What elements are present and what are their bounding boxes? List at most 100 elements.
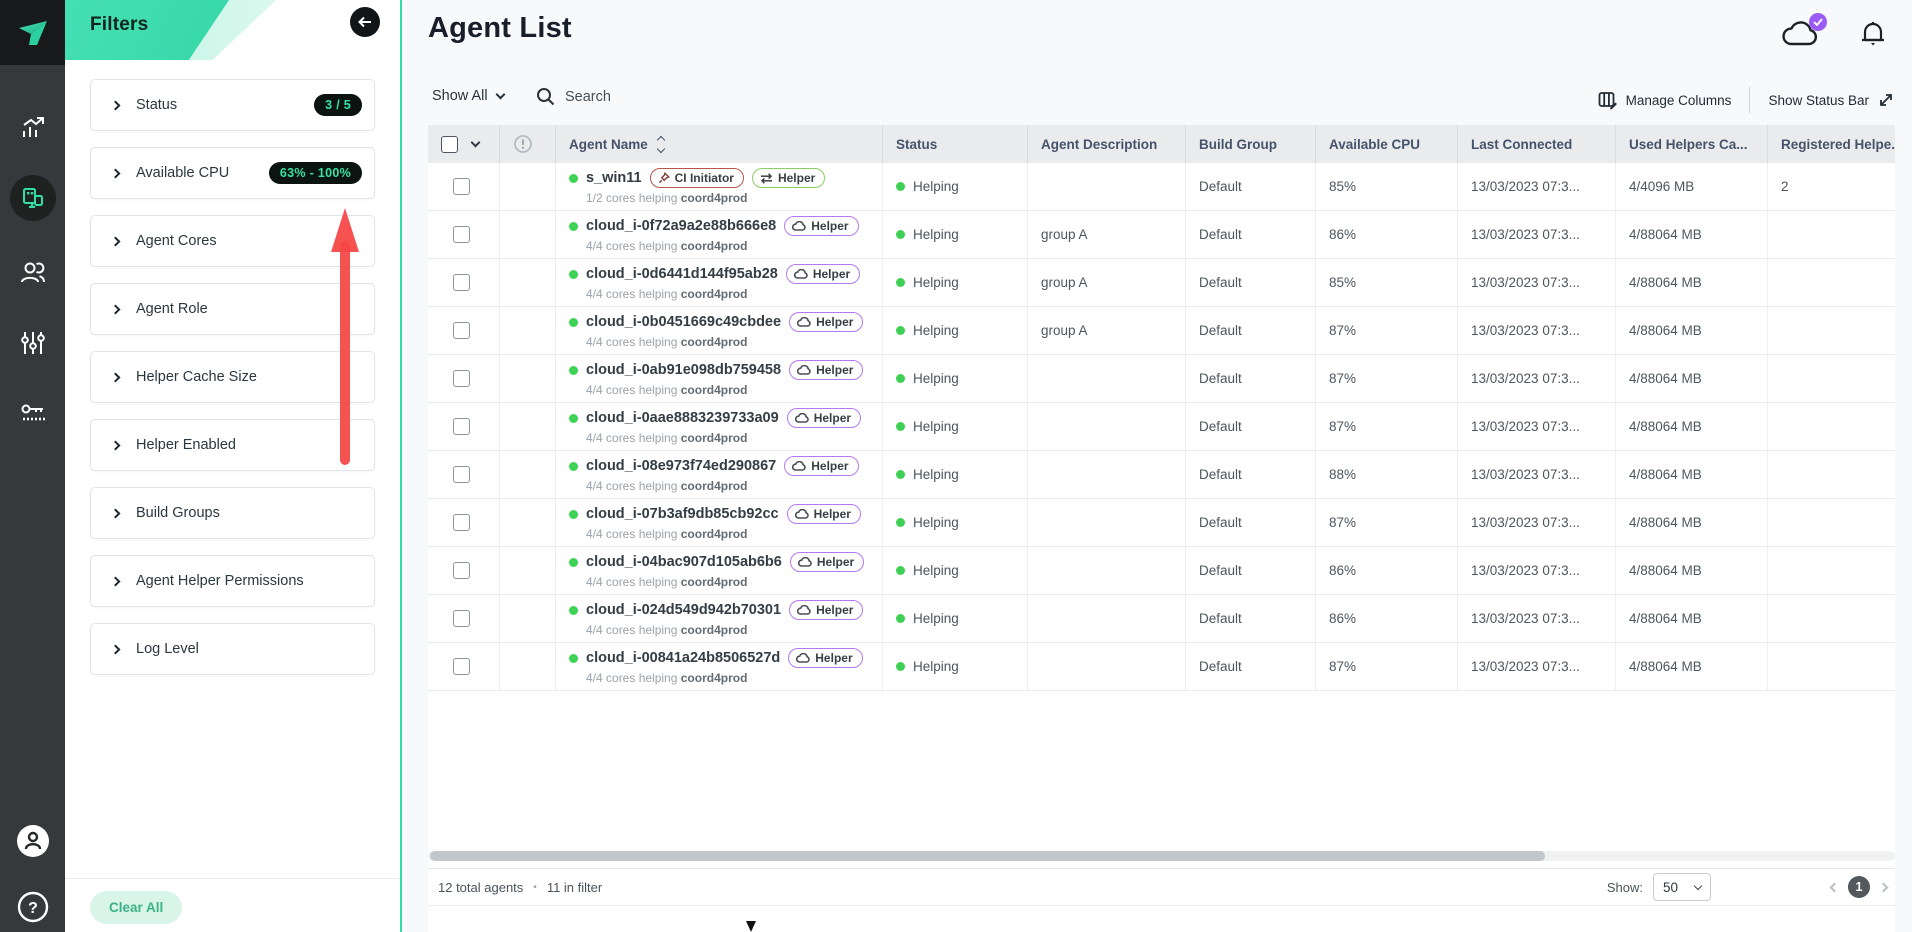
row-checkbox[interactable] xyxy=(453,562,470,579)
badge-label: Helper xyxy=(815,651,853,665)
status-label: Helping xyxy=(913,467,959,482)
cloud-icon xyxy=(794,509,809,519)
cloud-icon xyxy=(796,653,811,663)
badge-helper: Helper xyxy=(785,264,861,284)
sidebar-item-agents[interactable] xyxy=(0,175,65,221)
filter-item-build-groups[interactable]: Build Groups xyxy=(90,487,375,539)
cell-last-connected: 13/03/2023 07:3... xyxy=(1458,163,1616,210)
agent-subtext: 4/4 cores helping coord4prod xyxy=(569,479,747,493)
row-checkbox[interactable] xyxy=(453,610,470,627)
row-checkbox[interactable] xyxy=(453,178,470,195)
cell-select xyxy=(428,403,500,450)
sort-toggle[interactable] xyxy=(656,135,666,153)
svg-text:?: ? xyxy=(28,900,38,917)
table-row: cloud_i-0f72a9a2e88b666e8 Helper 4/4 cores… xyxy=(428,211,1895,259)
sidebar-item-help[interactable]: ? xyxy=(0,884,65,930)
agent-name-text: cloud_i-0d6441d144f95ab28 xyxy=(586,266,778,282)
cell-registered-helpers xyxy=(1768,403,1895,450)
cell-description xyxy=(1028,547,1186,594)
cell-alert xyxy=(500,259,556,306)
agent-subtext: 1/2 cores helping coord4prod xyxy=(569,191,747,205)
cell-last-connected: 13/03/2023 07:3... xyxy=(1458,547,1616,594)
badge-helper: Helper xyxy=(786,408,862,428)
sidebar-item-api-keys[interactable] xyxy=(0,390,65,436)
chevron-right-icon xyxy=(110,372,121,382)
selection-menu-chevron-icon[interactable] xyxy=(470,137,481,148)
table-row: cloud_i-0ab91e098db759458 Helper 4/4 cores… xyxy=(428,355,1895,403)
coordinator-name: coord4prod xyxy=(680,671,748,685)
filter-item-helper-enabled[interactable]: Helper Enabled xyxy=(90,419,375,471)
page-size-select[interactable]: 50 xyxy=(1653,873,1711,901)
chevron-right-icon xyxy=(110,440,121,450)
cell-available-cpu: 85% xyxy=(1316,259,1458,306)
cloud-status-button[interactable] xyxy=(1782,13,1827,53)
clear-all-button[interactable]: Clear All xyxy=(90,891,183,924)
cell-used-helpers: 4/88064 MB xyxy=(1616,307,1768,354)
manage-columns-button[interactable]: Manage Columns xyxy=(1598,91,1731,110)
row-checkbox[interactable] xyxy=(453,322,470,339)
filters-header: Filters xyxy=(65,0,400,60)
chevron-right-icon xyxy=(110,100,121,110)
cores-text: 4/4 cores helping xyxy=(586,575,681,589)
table-row: cloud_i-04bac907d105ab6b6 Helper 4/4 cores… xyxy=(428,547,1895,595)
row-checkbox[interactable] xyxy=(453,370,470,387)
cell-build-group: Default xyxy=(1186,595,1316,642)
main-content: Agent List Show All xyxy=(402,0,1912,932)
cell-used-helpers: 4/88064 MB xyxy=(1616,403,1768,450)
filter-item-agent-cores[interactable]: Agent Cores xyxy=(90,215,375,267)
next-page-button[interactable] xyxy=(1878,882,1889,892)
sidebar-item-analytics[interactable] xyxy=(0,105,65,151)
status-label: Helping xyxy=(913,227,959,242)
select-all-checkbox[interactable] xyxy=(441,135,458,153)
show-status-bar-button[interactable]: Show Status Bar xyxy=(1768,91,1895,109)
cell-used-helpers: 4/88064 MB xyxy=(1616,643,1768,690)
scrollbar-thumb[interactable] xyxy=(430,851,1545,861)
filter-item-helper-cache-size[interactable]: Helper Cache Size xyxy=(90,351,375,403)
status-dot-icon xyxy=(896,422,905,431)
row-checkbox[interactable] xyxy=(453,466,470,483)
cell-registered-helpers xyxy=(1768,259,1895,306)
chevron-right-icon xyxy=(110,644,121,654)
row-checkbox[interactable] xyxy=(453,514,470,531)
in-filter-label: 11 in filter xyxy=(546,879,603,895)
collapse-filters-button[interactable] xyxy=(350,7,380,37)
cell-registered-helpers xyxy=(1768,451,1895,498)
row-checkbox[interactable] xyxy=(453,274,470,291)
show-all-dropdown[interactable]: Show All xyxy=(432,88,506,104)
app-logo[interactable] xyxy=(0,0,65,65)
filter-item-log-level[interactable]: Log Level xyxy=(90,623,375,675)
filter-value-badge: 3 / 5 xyxy=(314,94,362,116)
cell-used-helpers: 4/88064 MB xyxy=(1616,451,1768,498)
sidebar-item-account[interactable] xyxy=(0,818,65,864)
row-checkbox[interactable] xyxy=(453,418,470,435)
agent-subtext: 4/4 cores helping coord4prod xyxy=(569,431,747,445)
cell-used-helpers: 4/88064 MB xyxy=(1616,499,1768,546)
arrow-left-icon xyxy=(358,16,371,28)
row-checkbox[interactable] xyxy=(453,226,470,243)
column-header-agent-name: Agent Name xyxy=(556,125,883,163)
filter-item-status[interactable]: Status 3 / 5 xyxy=(90,79,375,131)
table-row: cloud_i-0d6441d144f95ab28 Helper 4/4 cores… xyxy=(428,259,1895,307)
column-header-available-cpu: Available CPU xyxy=(1316,125,1458,163)
cell-last-connected: 13/03/2023 07:3... xyxy=(1458,211,1616,258)
status-dot-icon xyxy=(896,614,905,623)
agent-name-line: cloud_i-0ab91e098db759458 Helper xyxy=(569,360,864,380)
current-page-button[interactable]: 1 xyxy=(1848,876,1870,898)
status-label: Helping xyxy=(913,419,959,434)
sidebar-item-settings[interactable] xyxy=(0,320,65,366)
column-header-agent-description: Agent Description xyxy=(1028,125,1186,163)
search-input[interactable]: Search xyxy=(536,87,611,106)
cell-status: Helping xyxy=(883,211,1028,258)
filter-item-agent-helper-permissions[interactable]: Agent Helper Permissions xyxy=(90,555,375,607)
cell-description: group A xyxy=(1028,259,1186,306)
filter-item-agent-role[interactable]: Agent Role xyxy=(90,283,375,335)
notifications-button[interactable] xyxy=(1860,20,1886,53)
row-checkbox[interactable] xyxy=(453,658,470,675)
cell-agent-name: cloud_i-0aae8883239733a09 Helper 4/4 cores… xyxy=(556,403,883,450)
status-dot-icon xyxy=(896,278,905,287)
cell-registered-helpers xyxy=(1768,499,1895,546)
column-header-last-connected: Last Connected xyxy=(1458,125,1616,163)
previous-page-button[interactable] xyxy=(1829,882,1840,892)
sidebar-item-users[interactable] xyxy=(0,249,65,295)
filter-item-available-cpu[interactable]: Available CPU 63% - 100% xyxy=(90,147,375,199)
